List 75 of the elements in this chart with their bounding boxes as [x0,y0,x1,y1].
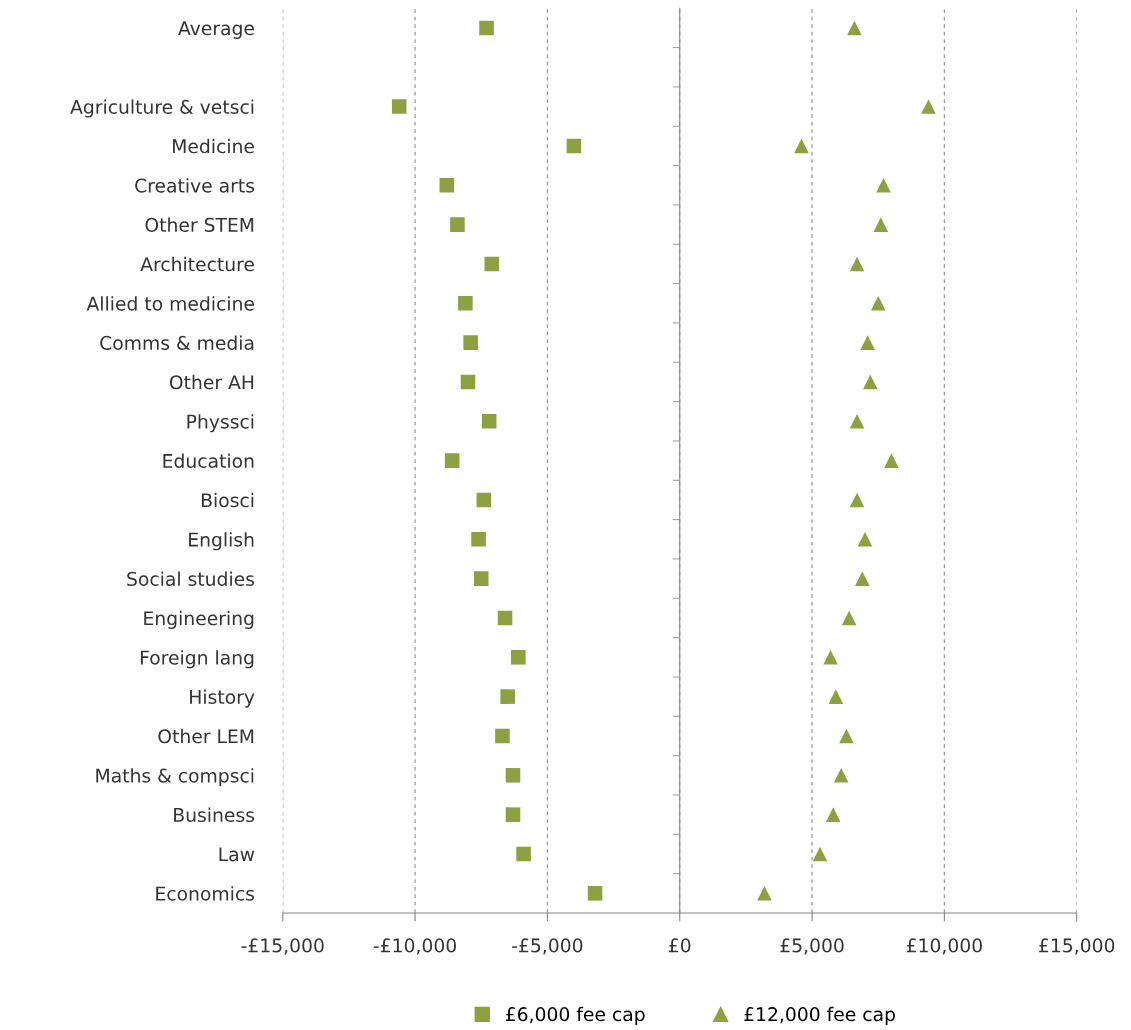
point [587,886,603,901]
point [566,138,582,154]
point [849,492,865,508]
point [476,492,492,508]
point [849,414,865,429]
y-tick-label: Economics [156,886,255,901]
y-tick-label: Architecture [140,256,254,272]
y-tick-label: Foreign lang [140,650,254,669]
y-tick-label: Agriculture & vetsci [70,99,254,118]
point [444,453,460,468]
point [847,20,862,36]
y-tick-label: History [190,689,255,708]
point [855,571,870,586]
point [484,256,500,272]
point [497,610,513,626]
legend-label: £6,000 fee cap [505,1006,645,1025]
legend-label: £12,000 fee cap [744,1006,895,1025]
point [458,295,473,311]
y-tick-label: Physsci [187,414,254,433]
point [860,335,875,350]
x-tick-label: £15,000 [1039,938,1115,955]
point [873,217,889,232]
x-tick-label: £0 [668,938,691,953]
y-tick-label: English [189,532,254,551]
x-tick-label: -£10,000 [373,938,456,955]
y-tick-label: Comms & media [100,335,254,350]
point [505,768,521,783]
y-tick-label: Law [219,847,255,862]
point [479,20,494,36]
point [828,689,844,704]
x-tick-label: -£5,000 [512,938,583,955]
point [481,414,497,429]
point [884,453,899,468]
y-tick-label: Social studies [127,571,255,587]
y-tick-label: Other STEM [145,217,254,232]
point [921,99,936,114]
point [870,295,886,311]
y-tick-label: Average [178,21,254,39]
y-tick-label: Maths & compsci [96,768,254,787]
point [516,846,531,862]
y-tick-label: Business [174,807,255,823]
point [849,256,865,272]
point [863,374,878,390]
point [876,177,891,193]
y-tick-label: Creative arts [135,178,255,193]
y-tick-label: Education [163,453,254,469]
point [495,728,510,744]
y-tick-label: Other LEM [158,728,254,744]
point [505,807,521,822]
point [757,886,772,901]
point [841,610,857,626]
point [511,650,526,665]
x-tick-label: -£15,000 [241,938,324,955]
point [857,532,873,547]
x-tick-label: £10,000 [906,938,982,955]
point [391,99,407,114]
point [825,807,841,822]
point [833,768,849,783]
point [460,374,476,390]
point [823,650,838,665]
y-tick-label: Engineering [144,610,254,629]
point [450,217,465,232]
point [473,571,489,586]
point [839,728,854,744]
point [794,138,809,154]
point [439,177,455,193]
x-tick-label: £5,000 [780,938,844,955]
point [471,532,486,547]
y-tick-label: Biosci [201,492,254,508]
y-tick-label: Medicine [173,138,254,154]
y-tick-label: Allied to medicine [86,296,254,311]
y-tick-label: Other AH [169,374,254,390]
point [463,335,478,350]
point [500,689,515,704]
point [812,846,828,862]
